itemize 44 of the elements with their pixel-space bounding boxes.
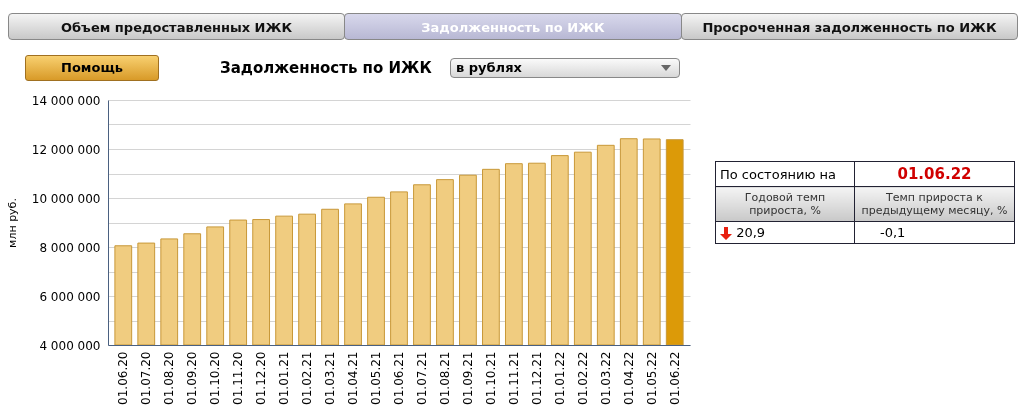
x-tick-label: 01.08.20 [162,351,177,405]
x-tick-label: 01.07.21 [414,351,429,405]
x-tick-label: 01.02.22 [575,351,590,405]
text: 20,9 [736,225,766,240]
x-tick-label: 01.07.20 [139,351,154,405]
x-tick-label: 01.01.22 [552,351,567,405]
text: Помощь [25,55,159,81]
y-tick-label: 12 000 000 [31,142,101,157]
x-tick-label: 01.10.21 [483,351,498,405]
x-tick-label: 01.04.22 [621,351,636,405]
x-tick-label: 01.03.21 [323,351,338,405]
x-tick-label: 01.11.21 [506,351,521,405]
y-tick-label: 14 000 000 [31,93,101,108]
chart-title: Задолженность по ИЖК [220,59,432,77]
x-tick-label: 01.05.22 [644,351,659,405]
x-tick-label: 01.06.20 [116,351,131,405]
y-tick-label: 6 000 000 [39,289,101,304]
text: 01.06.22 [854,161,1015,187]
text: в рублях [456,60,522,75]
y-tick-label: 8 000 000 [39,240,101,255]
text: Объем предоставленных ИЖК [8,13,345,40]
x-tick-label: 01.09.21 [460,351,475,405]
x-tick-label: 01.10.20 [208,351,223,405]
x-tick-label: 01.06.22 [667,351,682,405]
y-tick-label: 4 000 000 [39,338,101,353]
text: Годовой темп прироста, % [715,186,855,222]
text: Просроченная задолженность по ИЖК [681,13,1018,40]
x-tick-label: 01.06.21 [392,351,406,405]
text: -0,1 [880,225,906,240]
text: Задолженность по ИЖК [344,13,682,40]
y-axis-title: млн руб. [5,198,19,248]
x-tick-label: 01.12.21 [529,351,544,405]
text: Темп прироста к предыдущему месяцу, % [854,186,1015,222]
x-tick-label: 01.03.22 [598,351,613,405]
y-tick-label: 10 000 000 [31,191,101,206]
text: По состоянию на [715,161,855,187]
x-tick-label: 01.01.21 [277,351,292,405]
x-tick-label: 01.05.21 [369,351,384,405]
x-tick-label: 01.08.21 [437,351,452,405]
x-tick-label: 01.02.21 [300,351,315,405]
x-tick-label: 01.09.20 [185,351,200,405]
x-tick-label: 01.12.20 [254,351,269,405]
x-tick-label: 01.11.20 [231,351,246,405]
x-tick-label: 01.04.21 [346,351,361,405]
